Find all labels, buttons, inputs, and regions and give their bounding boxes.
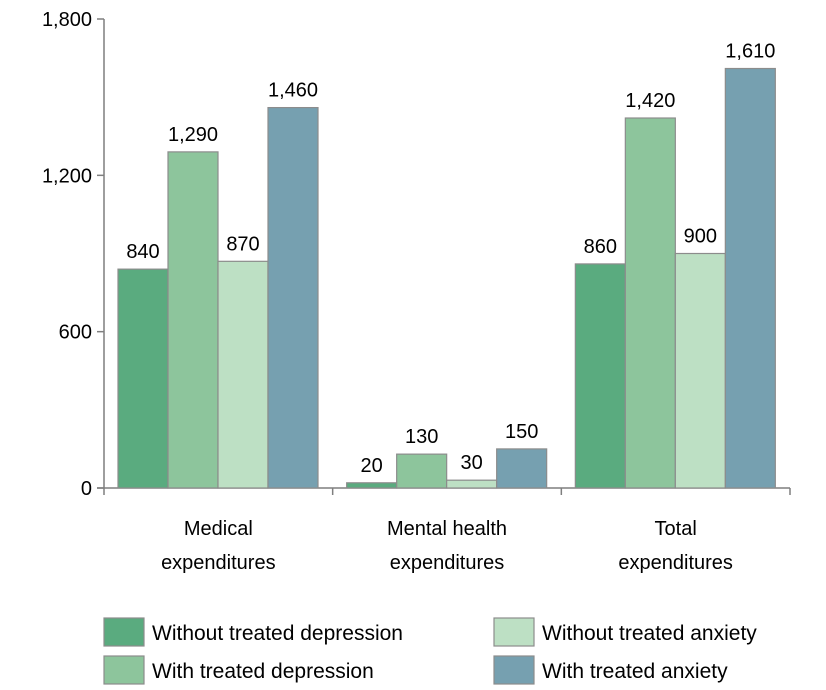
legend-swatch bbox=[103, 617, 145, 647]
bar-value-label: 870 bbox=[226, 233, 259, 255]
bar-value-label: 1,460 bbox=[268, 80, 318, 102]
y-tick-label: 600 bbox=[59, 322, 92, 344]
bar-value-label: 840 bbox=[126, 241, 159, 263]
y-tick-label: 1,800 bbox=[42, 9, 92, 31]
legend-label: Without treated depression bbox=[152, 622, 403, 645]
bar bbox=[574, 263, 626, 489]
bar bbox=[624, 117, 676, 489]
bar-value-label: 1,610 bbox=[725, 41, 775, 63]
bar-value-label: 900 bbox=[684, 226, 717, 248]
x-category-label: Medical expenditures bbox=[161, 518, 276, 574]
data-labels: 840 1,290 870 1,460 20 130 30 150 860 1,420 900 1,6… bbox=[126, 41, 775, 477]
axes: 0 600 1,200 1,800 Medical expenditures Mental … bbox=[42, 9, 791, 574]
legend-swatch bbox=[493, 655, 535, 685]
bar bbox=[267, 106, 319, 489]
bar bbox=[396, 453, 448, 489]
bars bbox=[117, 67, 776, 489]
bar-value-label: 20 bbox=[361, 455, 383, 477]
legend-label: Without treated anxiety bbox=[542, 622, 757, 645]
y-tick-label: 0 bbox=[81, 478, 92, 500]
legend-swatch bbox=[103, 655, 145, 685]
bar-value-label: 1,420 bbox=[625, 90, 675, 112]
bar bbox=[724, 67, 776, 489]
bar bbox=[446, 479, 498, 489]
legend-label: With treated anxiety bbox=[542, 660, 728, 683]
legend-label: With treated depression bbox=[152, 660, 374, 683]
bar-value-label: 1,290 bbox=[168, 124, 218, 146]
bar bbox=[117, 268, 169, 489]
bar bbox=[674, 252, 726, 489]
legend: Without treated depression With treated d… bbox=[103, 617, 757, 685]
bar-value-label: 150 bbox=[505, 421, 538, 443]
legend-swatch bbox=[493, 617, 535, 647]
bar bbox=[167, 151, 219, 489]
y-tick-label: 1,200 bbox=[42, 165, 92, 187]
x-category-label: Total expenditures bbox=[618, 518, 733, 574]
bar bbox=[346, 482, 398, 489]
bar-value-label: 30 bbox=[461, 452, 483, 474]
bar-value-label: 130 bbox=[405, 426, 438, 448]
x-category-label: Mental health expenditures bbox=[387, 518, 507, 574]
bar bbox=[217, 260, 269, 489]
bar bbox=[496, 448, 548, 489]
bar-value-label: 860 bbox=[584, 236, 617, 258]
